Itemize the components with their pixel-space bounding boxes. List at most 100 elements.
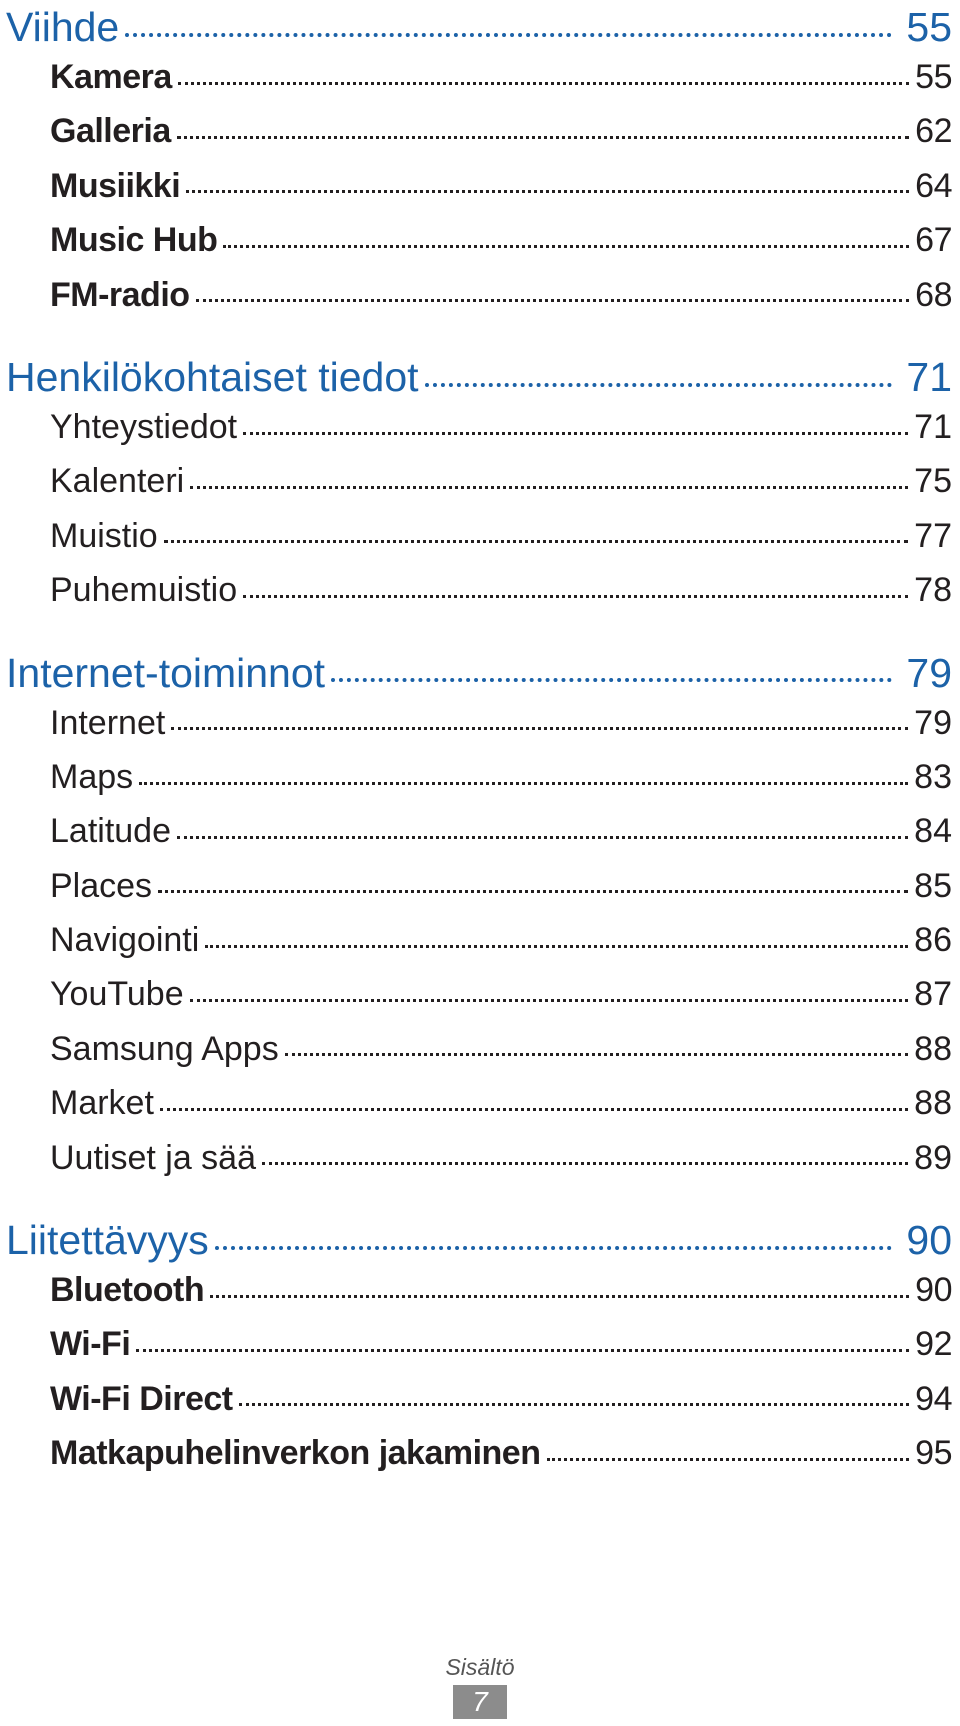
entry-page-number: 67 [915, 221, 952, 260]
toc-entry[interactable]: Wi-Fi 92 [0, 1321, 952, 1375]
toc-entry[interactable]: Musiikki 64 [0, 163, 952, 217]
dot-leader [158, 863, 909, 897]
entry-page-number: 79 [914, 703, 952, 742]
footer-section-label: Sisältö [445, 1654, 515, 1680]
entry-page-number: 83 [914, 757, 952, 796]
entry-label: Muistio [50, 516, 158, 555]
entry-label: Latitude [50, 812, 171, 851]
section-heading[interactable]: Henkilökohtaiset tiedot 71 [0, 350, 952, 404]
section-page-number: 90 [906, 1217, 952, 1264]
toc-entry[interactable]: Yhteystiedot 71 [0, 404, 952, 458]
section-title: Viihde [6, 4, 120, 50]
entry-page-number: 87 [914, 975, 952, 1014]
toc-entry[interactable]: YouTube 87 [0, 971, 952, 1025]
entry-label: Places [50, 866, 153, 905]
page-footer: Sisältö 7 [0, 1653, 960, 1719]
dot-leader [186, 163, 910, 197]
toc-section: Henkilökohtaiset tiedot 71 Yhteystiedot … [0, 350, 952, 622]
entry-page-number: 55 [915, 58, 952, 96]
toc-entry[interactable]: FM-radio 68 [0, 272, 952, 326]
section-heading[interactable]: Liitettävyys 90 [0, 1213, 952, 1267]
entry-page-number: 68 [915, 275, 952, 314]
entry-page-number: 90 [915, 1271, 952, 1310]
entry-label: Music Hub [50, 221, 218, 260]
dot-leader [189, 971, 909, 1005]
entry-label: Navigointi [50, 921, 200, 960]
toc-entry[interactable]: Kamera 55 [0, 54, 952, 108]
entry-page-number: 86 [914, 921, 952, 960]
toc-entry[interactable]: Samsung Apps 88 [0, 1026, 952, 1080]
entry-label: Market [50, 1084, 154, 1123]
dot-leader [190, 458, 909, 492]
entry-page-number: 84 [914, 812, 952, 851]
section-heading[interactable]: Viihde 55 [0, 0, 952, 54]
section-spacer [0, 622, 952, 646]
dot-leader [424, 350, 893, 391]
entry-label: Samsung Apps [50, 1029, 279, 1068]
entry-label: Yhteystiedot [50, 407, 238, 446]
dot-leader [284, 1026, 909, 1060]
dot-leader [546, 1430, 910, 1464]
section-title: Henkilökohtaiset tiedot [6, 353, 419, 400]
dot-leader [159, 1080, 909, 1114]
entry-page-number: 85 [914, 866, 952, 905]
toc-section: Liitettävyys 90 Bluetooth 90 Wi-Fi 92 Wi… [0, 1213, 952, 1485]
entry-label: Musiikki [50, 166, 181, 205]
dot-leader [210, 1267, 910, 1301]
toc-section: Viihde 55 Kamera 55 Galleria 62 Musiikki… [0, 0, 952, 326]
entry-page-number: 89 [914, 1138, 952, 1177]
entry-page-number: 88 [914, 1084, 952, 1123]
entry-page-number: 95 [915, 1434, 952, 1473]
toc-entry[interactable]: Internet 79 [0, 700, 952, 754]
entry-page-number: 92 [915, 1325, 952, 1364]
toc-entry[interactable]: Bluetooth 90 [0, 1267, 952, 1321]
entry-label: Wi-Fi Direct [50, 1379, 233, 1418]
dot-leader [243, 404, 909, 438]
toc-entry[interactable]: Navigointi 86 [0, 917, 952, 971]
entry-label: FM-radio [50, 275, 190, 314]
toc-entry[interactable]: Places 85 [0, 863, 952, 917]
entry-label: Galleria [50, 112, 171, 151]
dot-leader [125, 0, 893, 41]
dot-leader [177, 54, 910, 88]
entry-page-number: 77 [914, 516, 952, 555]
dot-leader [163, 513, 909, 547]
toc-entry[interactable]: Matkapuhelinverkon jakaminen 95 [0, 1430, 952, 1484]
dot-leader [238, 1376, 910, 1410]
entry-page-number: 64 [915, 166, 952, 205]
section-spacer [0, 1189, 952, 1213]
dot-leader [177, 808, 909, 842]
table-of-contents: Viihde 55 Kamera 55 Galleria 62 Musiikki… [0, 0, 952, 1485]
toc-entry[interactable]: Maps 83 [0, 754, 952, 808]
entry-label: Kalenteri [50, 462, 185, 501]
dot-leader [262, 1135, 909, 1169]
entry-label: Maps [50, 757, 134, 796]
toc-entry[interactable]: Galleria 62 [0, 108, 952, 162]
section-spacer [0, 326, 952, 350]
entry-page-number: 88 [914, 1029, 952, 1068]
entry-page-number: 78 [914, 571, 952, 610]
section-heading[interactable]: Internet-toiminnot 79 [0, 646, 952, 700]
dot-leader [223, 217, 909, 251]
dot-leader [331, 646, 893, 687]
entry-label: YouTube [50, 975, 184, 1014]
entry-page-number: 71 [914, 407, 952, 446]
dot-leader [139, 754, 909, 788]
dot-leader [214, 1213, 893, 1254]
toc-entry[interactable]: Wi-Fi Direct 94 [0, 1376, 952, 1430]
entry-page-number: 75 [914, 462, 952, 501]
entry-page-number: 94 [915, 1379, 952, 1418]
entry-label: Kamera [50, 58, 172, 96]
toc-entry[interactable]: Muistio 77 [0, 513, 952, 567]
toc-entry[interactable]: Latitude 84 [0, 808, 952, 862]
dot-leader [136, 1321, 910, 1355]
section-page-number: 79 [906, 649, 952, 696]
toc-entry[interactable]: Market 88 [0, 1080, 952, 1134]
toc-entry[interactable]: Puhemuistio 78 [0, 567, 952, 621]
toc-entry[interactable]: Uutiset ja sää 89 [0, 1135, 952, 1189]
toc-entry[interactable]: Music Hub 67 [0, 217, 952, 271]
dot-leader [176, 108, 910, 142]
page-number-badge: 7 [453, 1685, 507, 1719]
toc-entry[interactable]: Kalenteri 75 [0, 458, 952, 512]
entry-label: Matkapuhelinverkon jakaminen [50, 1434, 541, 1473]
